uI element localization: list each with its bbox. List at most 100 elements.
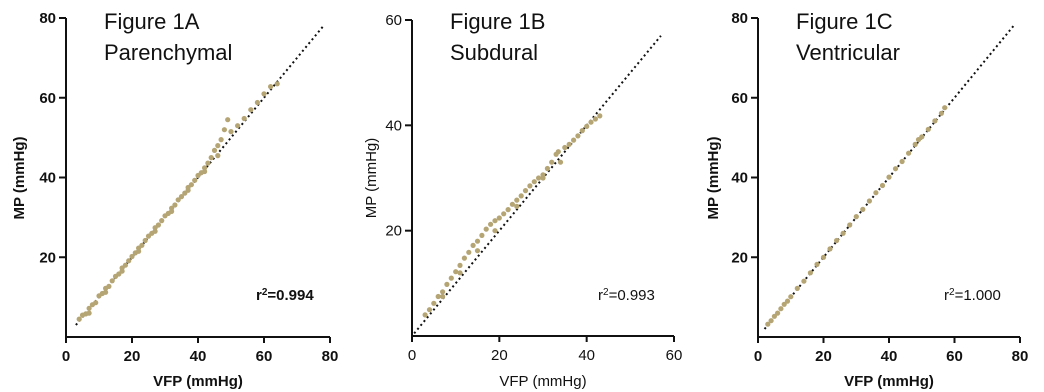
data-point (440, 293, 446, 300)
ticks-parenchymal: 0 20 40 60 80 20 40 60 80 (39, 10, 338, 365)
data-point (218, 137, 224, 143)
points-ventricular (765, 105, 948, 327)
data-point (557, 159, 564, 165)
data-point (268, 84, 274, 90)
data-point (483, 226, 489, 232)
data-point (241, 115, 247, 122)
data-point (932, 118, 938, 124)
data-point (136, 248, 142, 254)
data-point (106, 283, 112, 289)
data-point (765, 321, 771, 327)
data-point (155, 222, 161, 228)
data-point (584, 123, 590, 129)
y-tick-label: 60 (39, 90, 56, 107)
data-point (474, 238, 481, 244)
x-tick-label: 20 (491, 347, 508, 364)
y-tick-label: 20 (39, 249, 56, 266)
data-point (527, 183, 533, 189)
data-point (185, 187, 191, 193)
x-tick-label: 20 (124, 348, 141, 365)
x-tick-label: 0 (62, 348, 70, 365)
data-point (205, 160, 211, 166)
x-axis-label: VFP (mmHg) (844, 373, 934, 390)
data-point (775, 310, 781, 316)
data-point (778, 306, 784, 312)
data-point (221, 127, 227, 133)
data-point (122, 262, 128, 268)
data-point (847, 222, 853, 228)
data-point (919, 134, 925, 140)
data-point (169, 208, 175, 214)
data-point (509, 201, 515, 207)
data-point (912, 141, 918, 147)
y-tick-label: 40 (39, 170, 56, 187)
data-point (899, 158, 905, 165)
data-point (202, 168, 208, 175)
data-point (422, 312, 428, 318)
data-point (470, 242, 476, 248)
y-axis-label: MP (mmHg) (363, 138, 380, 219)
data-point (248, 107, 254, 113)
data-point (461, 255, 467, 261)
x-tick-label: 60 (666, 347, 683, 364)
data-point (261, 91, 267, 97)
data-point (496, 215, 502, 221)
data-point (562, 144, 568, 151)
data-point (853, 214, 859, 220)
data-point (93, 300, 99, 306)
data-point (514, 197, 520, 203)
data-point (86, 310, 92, 316)
panel-title-line2: Ventricular (796, 40, 900, 65)
data-point (788, 294, 794, 300)
data-point (860, 206, 866, 212)
data-point (426, 307, 433, 313)
y-tick-label: 80 (731, 10, 748, 27)
data-point (103, 289, 109, 295)
data-point (274, 81, 280, 87)
x-axis-label: VFP (mmHg) (499, 373, 586, 390)
data-point (488, 221, 494, 227)
data-point (566, 141, 572, 147)
y-tick-label: 40 (385, 117, 402, 134)
data-point (938, 110, 945, 116)
data-point (571, 137, 577, 143)
data-point (159, 218, 165, 224)
data-point (597, 113, 603, 119)
data-point (235, 123, 241, 129)
data-point (771, 313, 778, 319)
data-point (492, 218, 498, 224)
data-point (215, 153, 221, 159)
data-point (801, 278, 807, 284)
panel-title-line2: Subdural (450, 40, 538, 65)
data-point (457, 270, 463, 276)
data-point (254, 99, 260, 106)
y-tick-label: 20 (731, 249, 748, 266)
data-point (202, 165, 208, 171)
data-point (814, 261, 820, 267)
data-point (178, 194, 185, 200)
data-point (522, 188, 529, 194)
panel-title-line1: Figure 1C (796, 9, 893, 34)
x-tick-label: 60 (256, 348, 273, 365)
data-point (129, 253, 135, 260)
x-tick-label: 20 (815, 348, 832, 365)
data-point (518, 193, 524, 199)
data-point (592, 116, 599, 122)
data-point (225, 117, 231, 123)
data-point (448, 275, 454, 281)
r-squared-label: r2=0.994 (256, 287, 314, 305)
data-point (453, 269, 459, 275)
data-point (126, 258, 132, 264)
data-point (544, 165, 551, 172)
y-axis-label: MP (mmHg) (11, 136, 28, 219)
data-point (228, 129, 234, 135)
data-point (555, 149, 561, 155)
data-point (457, 262, 463, 268)
x-tick-label: 60 (946, 348, 963, 365)
x-tick-label: 40 (578, 347, 595, 364)
ticks-ventricular: 0 20 40 60 80 20 40 60 80 (731, 10, 1028, 365)
data-point (76, 316, 82, 322)
y-tick-label: 60 (731, 90, 748, 107)
y-axis-label: MP (mmHg) (705, 136, 722, 219)
data-point (192, 177, 198, 183)
